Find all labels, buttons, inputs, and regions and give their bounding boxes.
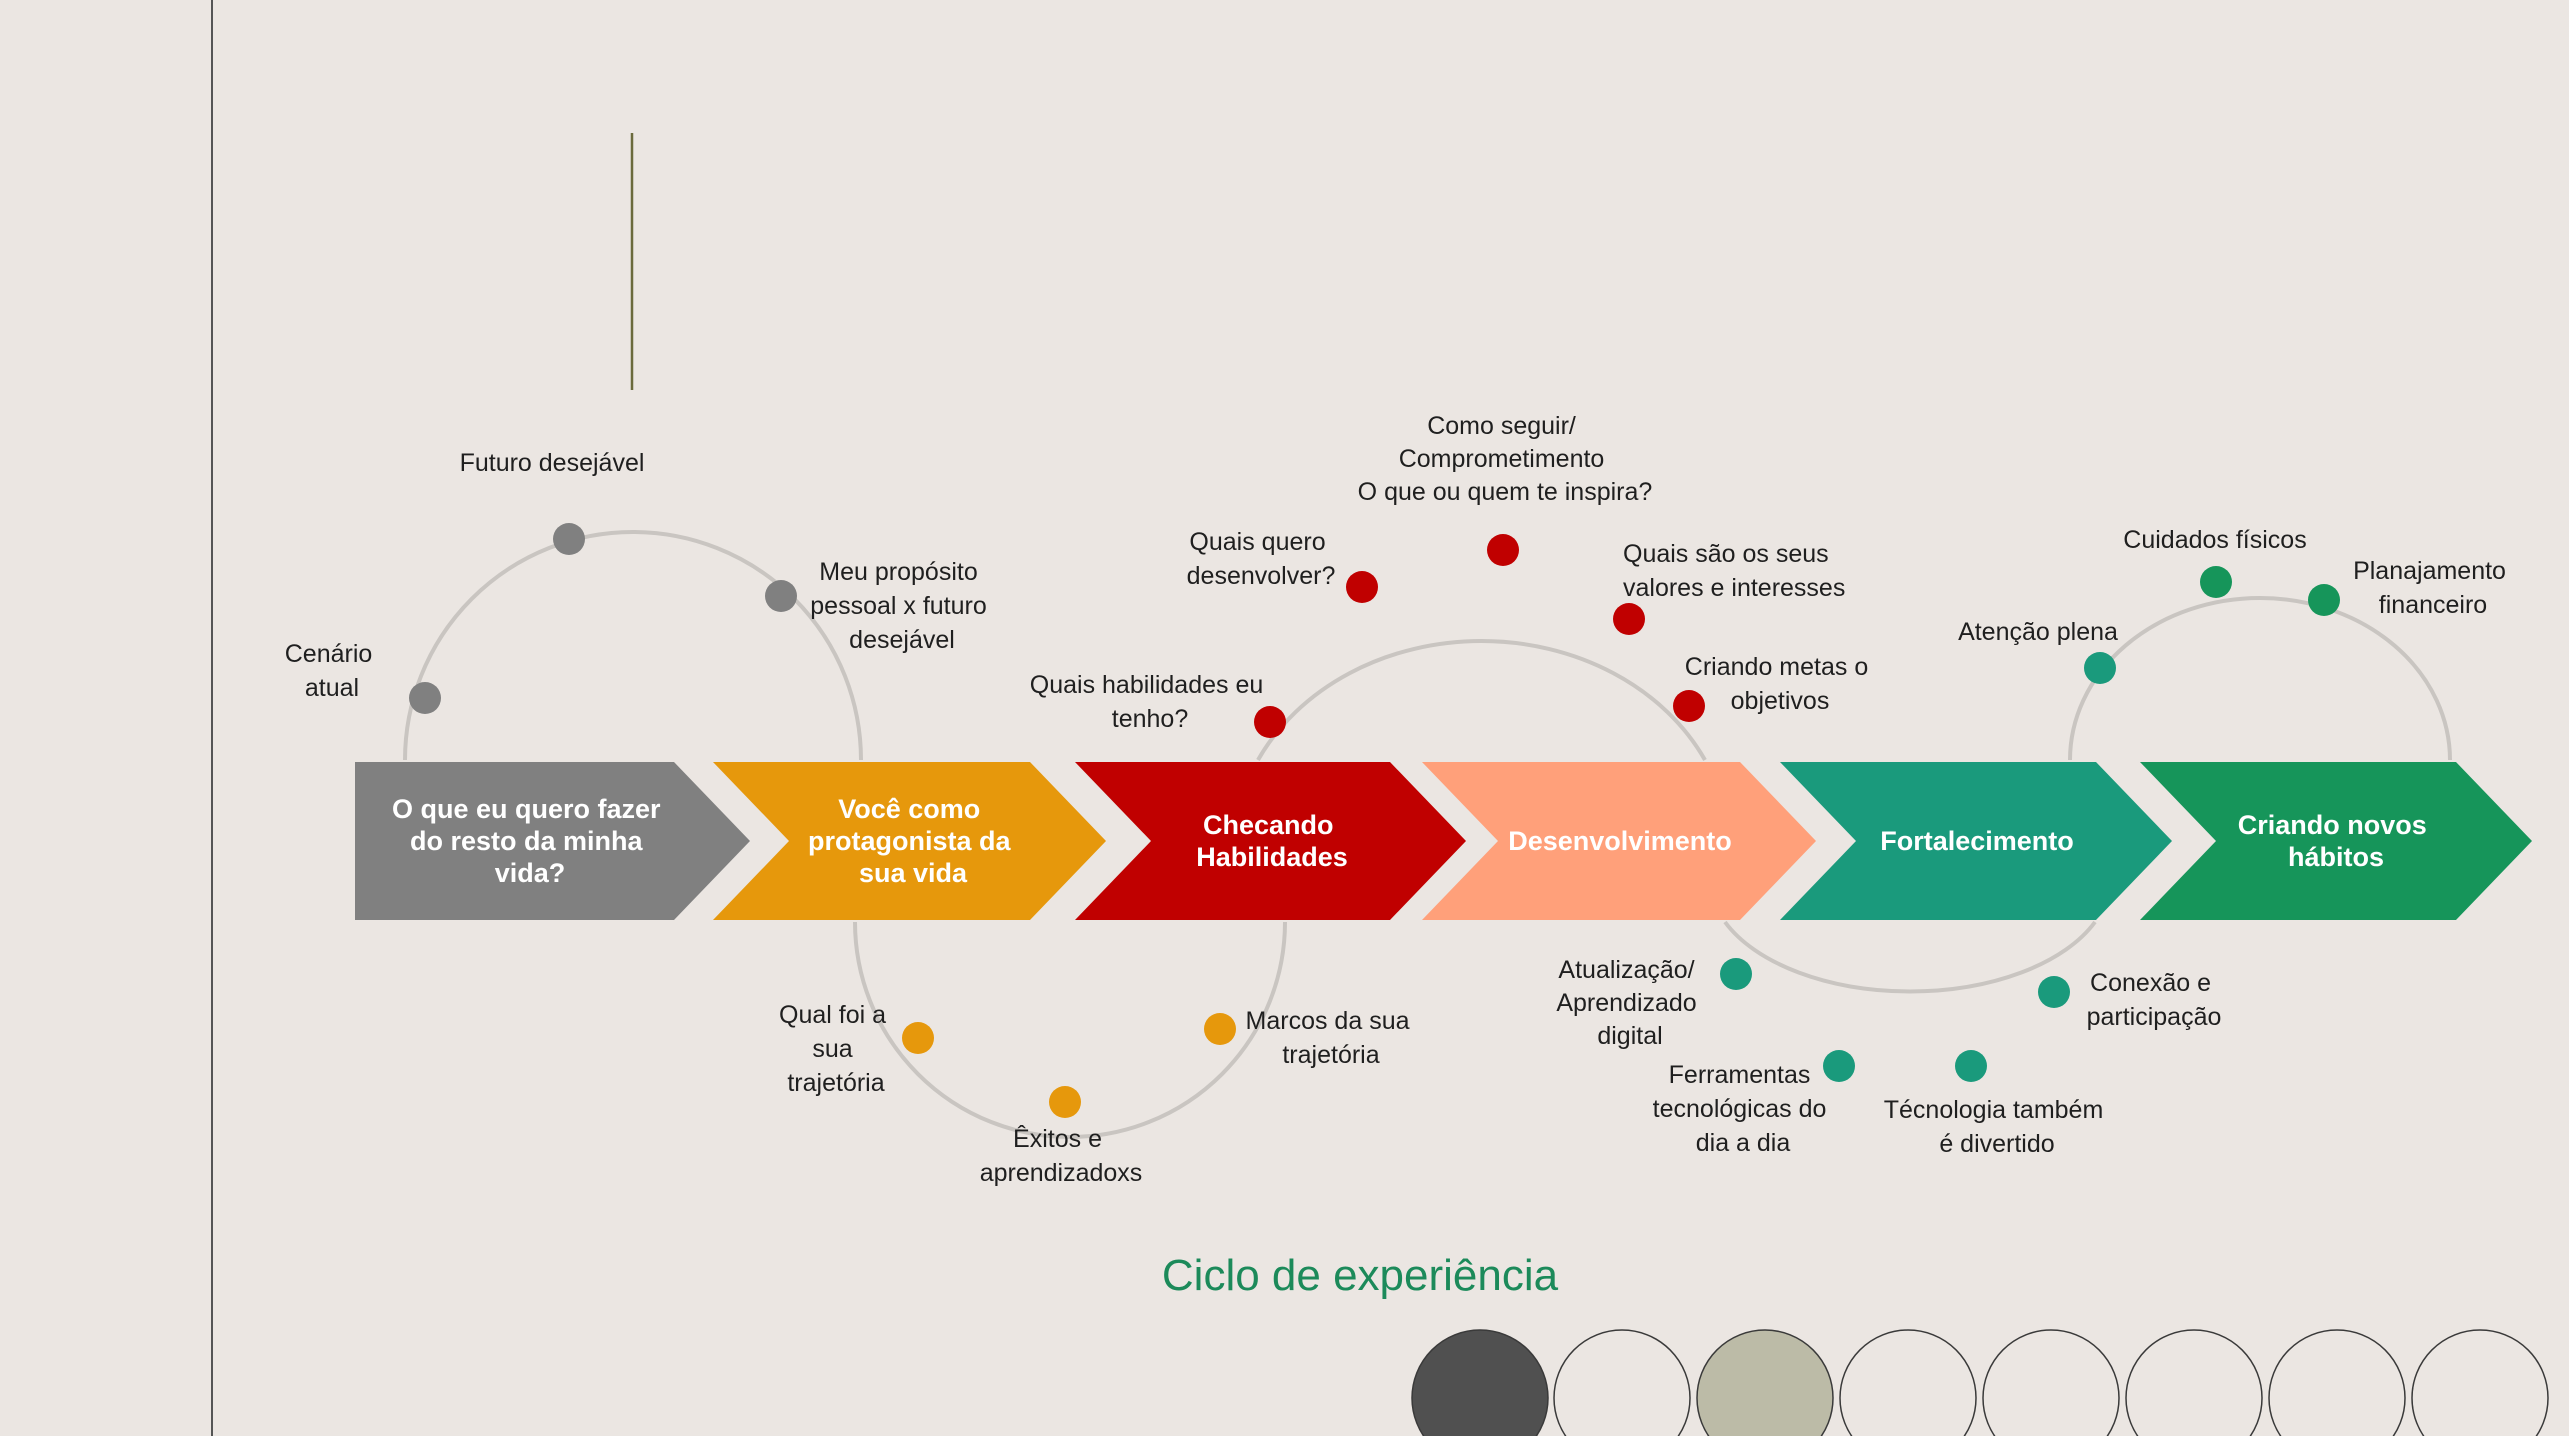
diagram-title: Ciclo de experiência <box>1162 1251 1559 1300</box>
stage-6-label: Criando novos hábitos <box>2238 810 2435 872</box>
chevron-labels: O que eu quero fazer do resto da minha v… <box>392 794 2435 888</box>
chevron-stage-3 <box>1075 762 1466 920</box>
label-atencao-plena: Atenção plena <box>1958 618 2118 646</box>
label-quais-quero: Quais quero desenvolver? <box>1187 528 1336 590</box>
decor-circle-4 <box>1839 1329 1977 1436</box>
dot-gray-2 <box>553 523 585 555</box>
dot-green-1 <box>2084 652 2116 684</box>
label-ferramentas: Ferramentas tecnológicas do dia a dia <box>1653 1061 1834 1157</box>
label-conexao: Conexão e participação <box>2087 969 2222 1031</box>
dot-orange-1 <box>902 1022 934 1054</box>
label-cenario-atual: Cenário atual <box>285 640 380 702</box>
label-tecnologia-divertido: Técnologia também é divertido <box>1884 1096 2111 1158</box>
connector-arcs <box>403 530 2452 1139</box>
decor-circle-7 <box>2268 1329 2406 1436</box>
label-quais-habilidades: Quais habilidades eu tenho? <box>1030 671 1270 733</box>
decor-circle-3 <box>1696 1329 1834 1436</box>
chevron-stage-6 <box>2140 762 2532 920</box>
dot-orange-3 <box>1204 1013 1236 1045</box>
dot-red-1 <box>1254 706 1286 738</box>
dot-orange-2 <box>1049 1086 1081 1118</box>
label-exitos: Êxitos e aprendizadoxs <box>980 1124 1143 1187</box>
decor-circle-2 <box>1553 1329 1691 1436</box>
label-cuidados-fisicos: Cuidados físicos <box>2123 526 2306 554</box>
label-criando-metas: Criando metas o objetivos <box>1685 653 1875 715</box>
dot-red-4 <box>1613 603 1645 635</box>
dot-green-3 <box>2308 584 2340 616</box>
dot-green-2 <box>2200 566 2232 598</box>
chevron-stage-1 <box>355 762 750 920</box>
dot-red-3 <box>1487 534 1519 566</box>
milestone-dots <box>409 523 2340 1118</box>
stage-5-label: Fortalecimento <box>1880 826 2074 856</box>
decor-circle-8 <box>2411 1329 2549 1436</box>
decor-circle-6 <box>2125 1329 2263 1436</box>
dot-teal-1 <box>1720 958 1752 990</box>
label-meu-proposito: Meu propósito pessoal x futuro desejável <box>810 558 993 654</box>
arc-teal-bottom <box>1723 920 2097 994</box>
dot-gray-3 <box>765 580 797 612</box>
label-qual-foi-trajetoria: Qual foi a sua trajetória <box>779 1001 893 1097</box>
decor-circle-5 <box>1982 1329 2120 1436</box>
process-chevrons <box>355 762 2532 920</box>
decorative-circles <box>1411 1329 2549 1436</box>
dot-teal-4 <box>2038 976 2070 1008</box>
dot-red-5 <box>1673 690 1705 722</box>
arc-gray-top <box>403 530 863 761</box>
arc-red-top <box>1256 639 1707 761</box>
label-futuro-desejavel: Futuro desejável <box>460 449 645 477</box>
stage-4-label: Desenvolvimento <box>1508 826 1732 856</box>
arc-green-top <box>2068 596 2452 761</box>
arc-orange-bottom <box>853 921 1287 1139</box>
label-marcos: Marcos da sua trajetória <box>1246 1007 1417 1069</box>
stage-2-label: Você como protagonista da sua vida <box>808 794 1018 888</box>
chevron-stage-4 <box>1422 762 1816 920</box>
stage-1-label: O que eu quero fazer do resto da minha v… <box>392 794 668 888</box>
dot-teal-2 <box>1823 1050 1855 1082</box>
stage-3-label: Checando Habilidades <box>1196 810 1348 872</box>
dot-red-2 <box>1346 571 1378 603</box>
chevron-stage-5 <box>1780 762 2172 920</box>
chevron-stage-2 <box>713 762 1106 920</box>
dot-gray-1 <box>409 682 441 714</box>
label-atualizacao: Atualização/ Aprendizado digital <box>1556 956 1703 1050</box>
label-planejamento: Planajamento financeiro <box>2353 557 2513 619</box>
label-como-seguir: Como seguir/ Comprometimento O que ou qu… <box>1358 412 1653 506</box>
label-valores-interesses: Quais são os seus valores e interesses <box>1623 540 1845 602</box>
annotation-labels: Cenário atual Futuro desejável Meu propó… <box>285 412 2513 1187</box>
dot-teal-3 <box>1955 1050 1987 1082</box>
decor-circle-1 <box>1411 1329 1549 1436</box>
